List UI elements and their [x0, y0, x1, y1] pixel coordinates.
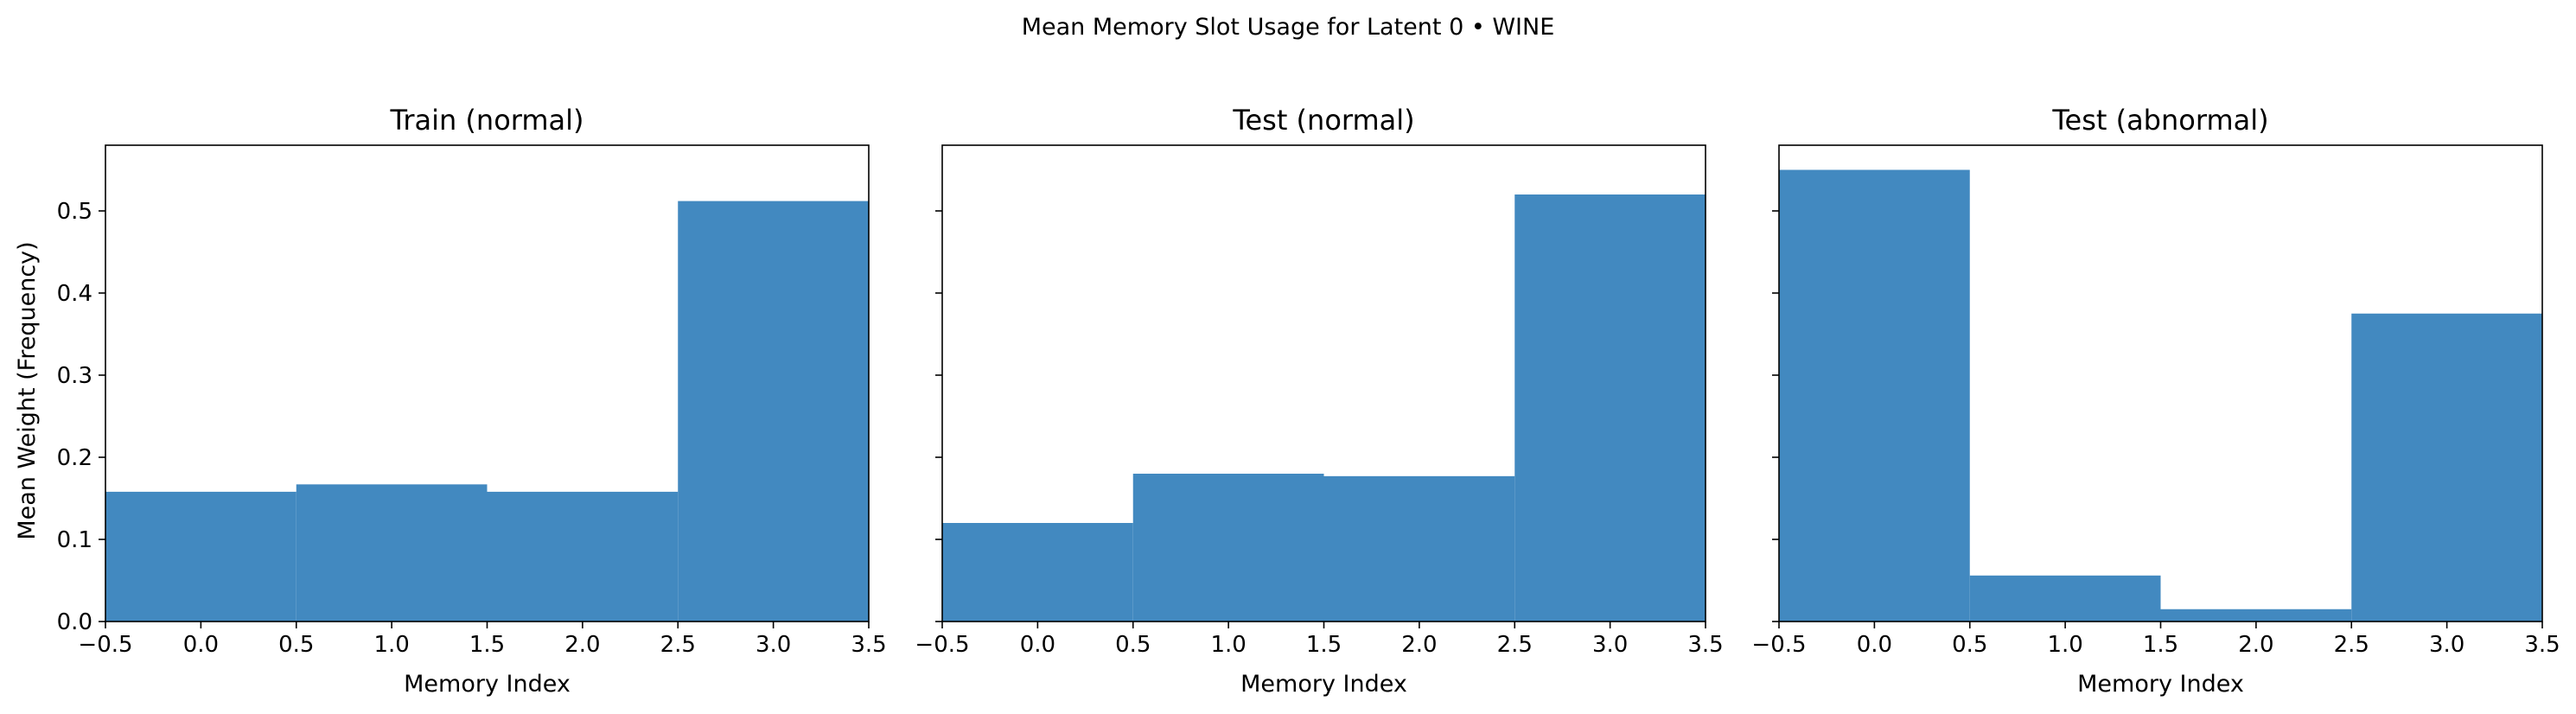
x-tick-label-panel3: 3.5 [2524, 632, 2560, 658]
x-tick-label-panel3: 1.0 [2047, 632, 2082, 658]
figure-suptitle: Mean Memory Slot Usage for Latent 0 • WI… [1022, 14, 1555, 41]
y-tick-label-panel1: 0.2 [57, 445, 92, 471]
x-tick-label-panel3: −0.5 [1751, 632, 1806, 658]
y-axis-label: Mean Weight (Frequency) [14, 241, 41, 539]
x-tick-label-panel2: −0.5 [915, 632, 969, 658]
bar-panel3-index-3 [2351, 313, 2542, 622]
x-tick-label-panel1: 1.0 [373, 632, 409, 658]
x-axis-label-panel3: Memory Index [2077, 671, 2244, 698]
x-tick-label-panel1: 1.5 [469, 632, 505, 658]
x-tick-label-panel1: 3.5 [851, 632, 886, 658]
x-tick-label-panel1: 0.5 [278, 632, 314, 658]
x-tick-label-panel1: 2.5 [660, 632, 696, 658]
bar-panel1-index-1 [296, 484, 488, 622]
bar-panel2-index-2 [1323, 475, 1515, 622]
x-tick-label-panel1: 3.0 [756, 632, 791, 658]
y-tick-label-panel1: 0.5 [57, 199, 92, 225]
x-tick-label-panel3: 2.5 [2334, 632, 2369, 658]
panel-title-2: Test (normal) [1232, 104, 1414, 137]
x-axis-label-panel2: Memory Index [1240, 671, 1407, 698]
bar-panel1-index-0 [105, 491, 296, 622]
panel-title-1: Train (normal) [389, 104, 583, 137]
bar-panel1-index-3 [678, 201, 869, 622]
y-tick-label-panel1: 0.0 [57, 609, 92, 635]
bar-panel3-index-1 [1969, 575, 2161, 622]
x-tick-label-panel2: 2.5 [1497, 632, 1533, 658]
x-axis-label-panel1: Memory Index [404, 671, 571, 698]
x-tick-label-panel3: 2.0 [2238, 632, 2273, 658]
x-tick-label-panel2: 0.5 [1115, 632, 1151, 658]
x-tick-label-panel3: 1.5 [2143, 632, 2178, 658]
x-tick-label-panel3: 0.0 [1857, 632, 1892, 658]
y-tick-label-panel1: 0.1 [57, 527, 92, 553]
x-tick-label-panel2: 1.5 [1306, 632, 1342, 658]
y-tick-label-panel1: 0.4 [57, 281, 92, 307]
bar-panel3-index-0 [1779, 169, 1970, 622]
bar-panel1-index-2 [487, 491, 679, 622]
x-tick-label-panel1: 2.0 [564, 632, 600, 658]
x-tick-label-panel1: 0.0 [183, 632, 219, 658]
bar-panel2-index-3 [1514, 194, 1706, 622]
x-tick-label-panel3: 0.5 [1952, 632, 1987, 658]
x-tick-label-panel2: 3.0 [1592, 632, 1628, 658]
y-tick-label-panel1: 0.3 [57, 363, 92, 389]
x-tick-label-panel2: 0.0 [1020, 632, 1055, 658]
panel-title-3: Test (abnormal) [2051, 104, 2268, 137]
x-tick-label-panel2: 1.0 [1210, 632, 1246, 658]
bar-panel3-index-2 [2160, 609, 2352, 622]
x-tick-label-panel3: 3.0 [2429, 632, 2464, 658]
x-tick-label-panel1: −0.5 [78, 632, 132, 658]
bar-panel2-index-1 [1132, 474, 1324, 622]
x-tick-label-panel2: 2.0 [1401, 632, 1437, 658]
bar-panel2-index-0 [942, 523, 1133, 622]
x-tick-label-panel2: 3.5 [1687, 632, 1723, 658]
